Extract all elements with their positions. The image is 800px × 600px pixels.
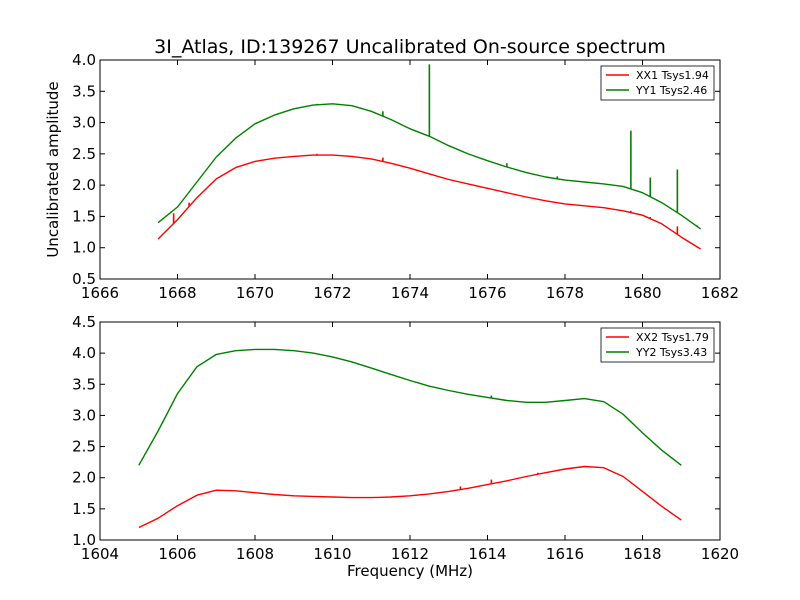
x-tick-label: 1670 xyxy=(236,284,274,302)
x-tick-label: 1674 xyxy=(391,284,429,302)
y-tick-label: 2.5 xyxy=(72,145,96,163)
y-tick-label: 3.0 xyxy=(72,406,96,424)
x-tick-label: 1678 xyxy=(546,284,584,302)
x-tick-label: 1616 xyxy=(546,545,584,563)
y-tick-label: 2.5 xyxy=(72,438,96,456)
x-tick-label: 1666 xyxy=(81,284,119,302)
y-tick-label: 4.5 xyxy=(72,313,96,331)
x-tick-label: 1608 xyxy=(236,545,274,563)
x-tick-label: 1682 xyxy=(701,284,739,302)
top-panel: 1666 1668 1670 1672 1674 1676 1678 1680 1682 0.5 1… xyxy=(44,51,739,302)
y-tick-label: 1.5 xyxy=(72,500,96,518)
x-tick-label: 1620 xyxy=(701,545,739,563)
series-line-yy2 xyxy=(138,348,682,466)
x-tick-label: 1610 xyxy=(313,545,351,563)
series-line-xx2 xyxy=(138,465,682,529)
y-tick-label: 3.5 xyxy=(72,375,96,393)
y-tick-label: 4.0 xyxy=(72,51,96,69)
y-axis-label: Uncalibrated amplitude xyxy=(44,81,62,257)
x-tick-label: 1606 xyxy=(158,545,196,563)
y-tick-label: 1.5 xyxy=(72,207,96,225)
legend: XX2 Tsys1.79 YY2 Tsys3.43 xyxy=(600,327,715,363)
x-tick-label: 1676 xyxy=(468,284,506,302)
y-tick-label: 2.0 xyxy=(72,469,96,487)
legend-label: YY2 Tsys3.43 xyxy=(635,346,707,359)
chart-title: 3I_Atlas, ID:139267 Uncalibrated On-sour… xyxy=(154,36,666,58)
bottom-panel: 1604 1606 1608 1610 1612 1614 1616 1618 1620 1.0 1… xyxy=(72,313,739,580)
x-tick-label: 1668 xyxy=(158,284,196,302)
legend-box xyxy=(600,65,715,101)
x-tick-label: 1612 xyxy=(391,545,429,563)
y-tick-label: 1.0 xyxy=(72,531,96,549)
x-tick-label: 1614 xyxy=(468,545,506,563)
x-tick-label: 1604 xyxy=(81,545,119,563)
y-tick-label: 4.0 xyxy=(72,344,96,362)
y-tick-label: 0.5 xyxy=(72,270,96,288)
legend: XX1 Tsys1.94 YY1 Tsys2.46 xyxy=(600,65,715,101)
x-tick-label: 1680 xyxy=(623,284,661,302)
series-line-xx1 xyxy=(157,154,701,250)
x-axis-label: Frequency (MHz) xyxy=(347,562,473,580)
y-tick-label: 3.0 xyxy=(72,114,96,132)
legend-label: YY1 Tsys2.46 xyxy=(635,84,707,97)
x-tick-label: 1672 xyxy=(313,284,351,302)
y-tick-label: 1.0 xyxy=(72,239,96,257)
x-tick-label: 1618 xyxy=(623,545,661,563)
y-tick-label: 2.0 xyxy=(72,176,96,194)
legend-label: XX2 Tsys1.79 xyxy=(636,331,709,344)
legend-box xyxy=(600,327,715,363)
legend-label: XX1 Tsys1.94 xyxy=(636,69,709,82)
y-tick-label: 3.5 xyxy=(72,82,96,100)
